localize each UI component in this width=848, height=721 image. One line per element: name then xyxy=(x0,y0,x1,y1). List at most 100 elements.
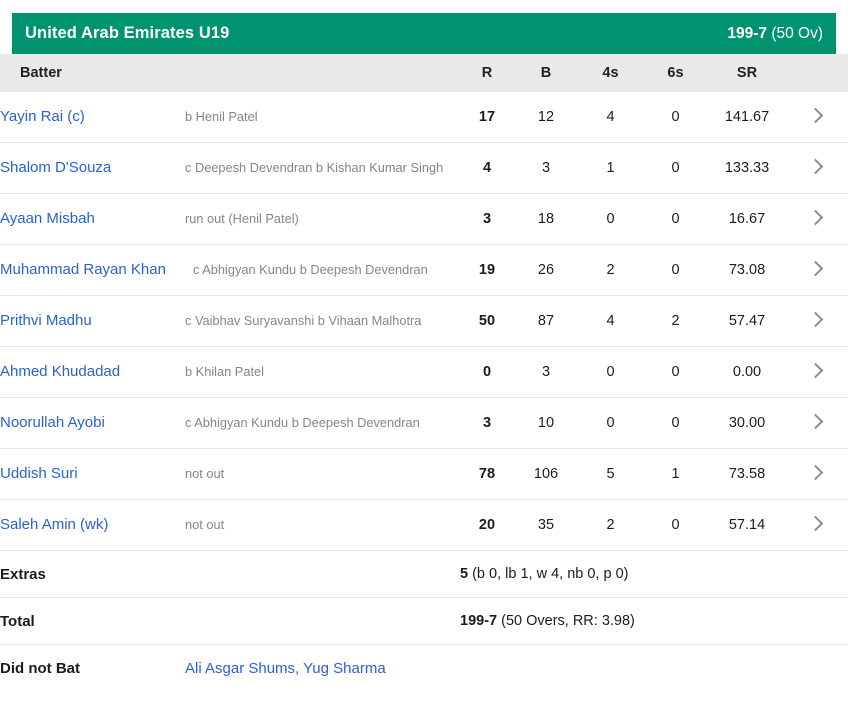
table-row[interactable]: Noorullah Ayobi c Abhigyan Kundu b Deepe… xyxy=(0,397,848,449)
table-row[interactable]: Uddish Suri not out 78 106 5 1 73.58 xyxy=(0,448,848,500)
batting-table: Batter R B 4s 6s SR Yayin Rai (c) b Heni… xyxy=(0,54,848,691)
chevron-right-icon[interactable] xyxy=(786,244,848,296)
column-header-strike-rate: SR xyxy=(708,54,786,92)
dismissal-text: not out xyxy=(185,448,460,500)
table-row[interactable]: Ayaan Misbah run out (Henil Patel) 3 18 … xyxy=(0,193,848,245)
batter-name-link[interactable]: Yayin Rai (c) xyxy=(0,92,185,143)
batter-name-link[interactable]: Ahmed Khudadad xyxy=(0,346,185,398)
batter-balls: 87 xyxy=(514,295,578,347)
dismissal-text: run out (Henil Patel) xyxy=(185,193,460,245)
batter-strike-rate: 73.58 xyxy=(708,448,786,500)
batter-runs: 4 xyxy=(460,142,514,194)
batter-name-link[interactable]: Uddish Suri xyxy=(0,448,185,500)
batter-sixes: 0 xyxy=(643,499,708,551)
batting-scorecard: United Arab Emirates U19 199-7 (50 Ov) B… xyxy=(0,13,848,691)
extras-value: 5 (b 0, lb 1, w 4, nb 0, p 0) xyxy=(460,550,848,598)
batter-runs: 3 xyxy=(460,397,514,449)
batter-runs: 78 xyxy=(460,448,514,500)
batter-fours: 0 xyxy=(578,193,643,245)
batter-name-link[interactable]: Muhammad Rayan Khan xyxy=(0,244,185,296)
extras-label: Extras xyxy=(0,550,460,598)
total-label: Total xyxy=(0,597,460,645)
batter-runs: 19 xyxy=(460,244,514,296)
batter-sixes: 0 xyxy=(643,397,708,449)
batter-balls: 10 xyxy=(514,397,578,449)
did-not-bat-row: Did not Bat Ali Asgar Shums, Yug Sharma xyxy=(0,645,848,692)
team-score: 199-7 (50 Ov) xyxy=(727,25,823,43)
batter-balls: 3 xyxy=(514,142,578,194)
total-overs-rr: (50 Overs, RR: 3.98) xyxy=(497,613,635,629)
batter-sixes: 0 xyxy=(643,142,708,194)
column-header-row: Batter R B 4s 6s SR xyxy=(0,54,848,92)
batter-balls: 35 xyxy=(514,499,578,551)
extras-row: Extras 5 (b 0, lb 1, w 4, nb 0, p 0) xyxy=(0,550,848,598)
batter-strike-rate: 73.08 xyxy=(708,244,786,296)
chevron-right-icon[interactable] xyxy=(786,346,848,398)
batter-name-link[interactable]: Prithvi Madhu xyxy=(0,295,185,347)
chevron-right-icon[interactable] xyxy=(786,193,848,245)
column-header-runs: R xyxy=(460,54,514,92)
column-header-batter: Batter xyxy=(0,54,460,92)
batter-runs: 0 xyxy=(460,346,514,398)
chevron-right-icon[interactable] xyxy=(786,92,848,143)
team-score-overs: (50 Ov) xyxy=(771,24,823,42)
team-name: United Arab Emirates U19 xyxy=(25,24,230,42)
batter-runs: 20 xyxy=(460,499,514,551)
column-header-balls: B xyxy=(514,54,578,92)
batter-runs: 50 xyxy=(460,295,514,347)
column-header-sixes: 6s xyxy=(643,54,708,92)
batter-fours: 1 xyxy=(578,142,643,194)
batter-balls: 18 xyxy=(514,193,578,245)
chevron-right-icon[interactable] xyxy=(786,397,848,449)
team-score-runs: 199-7 xyxy=(727,24,767,42)
table-header: Batter R B 4s 6s SR xyxy=(0,54,848,92)
dismissal-text: c Abhigyan Kundu b Deepesh Devendran xyxy=(185,397,460,449)
extras-breakdown: (b 0, lb 1, w 4, nb 0, p 0) xyxy=(468,566,629,582)
batter-strike-rate: 57.47 xyxy=(708,295,786,347)
table-row[interactable]: Yayin Rai (c) b Henil Patel 17 12 4 0 14… xyxy=(0,92,848,143)
batter-strike-rate: 16.67 xyxy=(708,193,786,245)
batter-sixes: 1 xyxy=(643,448,708,500)
chevron-right-icon[interactable] xyxy=(786,448,848,500)
dismissal-text: not out xyxy=(185,499,460,551)
column-header-spacer xyxy=(786,54,848,92)
table-row[interactable]: Ahmed Khudadad b Khilan Patel 0 3 0 0 0.… xyxy=(0,346,848,398)
chevron-right-icon[interactable] xyxy=(786,499,848,551)
dismissal-text: b Henil Patel xyxy=(185,92,460,143)
batter-sixes: 0 xyxy=(643,92,708,143)
dismissal-text: c Vaibhav Suryavanshi b Vihaan Malhotra xyxy=(185,295,460,347)
table-row[interactable]: Muhammad Rayan Khan c Abhigyan Kundu b D… xyxy=(0,244,848,296)
batter-balls: 106 xyxy=(514,448,578,500)
table-row[interactable]: Saleh Amin (wk) not out 20 35 2 0 57.14 xyxy=(0,499,848,551)
dismissal-text: c Deepesh Devendran b Kishan Kumar Singh xyxy=(185,142,460,194)
table-body: Yayin Rai (c) b Henil Patel 17 12 4 0 14… xyxy=(0,92,848,691)
batter-fours: 2 xyxy=(578,499,643,551)
batter-strike-rate: 0.00 xyxy=(708,346,786,398)
table-row[interactable]: Shalom D'Souza c Deepesh Devendran b Kis… xyxy=(0,142,848,194)
total-value: 199-7 (50 Overs, RR: 3.98) xyxy=(460,597,848,645)
batter-name-link[interactable]: Saleh Amin (wk) xyxy=(0,499,185,551)
did-not-bat-label: Did not Bat xyxy=(0,659,80,677)
batter-strike-rate: 57.14 xyxy=(708,499,786,551)
team-header-bar: United Arab Emirates U19 199-7 (50 Ov) xyxy=(12,13,836,54)
column-header-fours: 4s xyxy=(578,54,643,92)
batter-strike-rate: 30.00 xyxy=(708,397,786,449)
batter-name-link[interactable]: Noorullah Ayobi xyxy=(0,397,185,449)
batter-sixes: 2 xyxy=(643,295,708,347)
total-row: Total 199-7 (50 Overs, RR: 3.98) xyxy=(0,597,848,645)
dismissal-text: b Khilan Patel xyxy=(185,346,460,398)
did-not-bat-players[interactable]: Ali Asgar Shums, Yug Sharma xyxy=(185,659,386,677)
batter-fours: 0 xyxy=(578,346,643,398)
extras-total: 5 xyxy=(460,566,469,582)
batter-fours: 5 xyxy=(578,448,643,500)
batter-name-link[interactable]: Shalom D'Souza xyxy=(0,142,185,194)
dismissal-text: c Abhigyan Kundu b Deepesh Devendran xyxy=(185,244,460,296)
batter-fours: 4 xyxy=(578,295,643,347)
table-row[interactable]: Prithvi Madhu c Vaibhav Suryavanshi b Vi… xyxy=(0,295,848,347)
batter-fours: 0 xyxy=(578,397,643,449)
batter-sixes: 0 xyxy=(643,244,708,296)
batter-name-link[interactable]: Ayaan Misbah xyxy=(0,193,185,245)
batter-balls: 26 xyxy=(514,244,578,296)
chevron-right-icon[interactable] xyxy=(786,142,848,194)
chevron-right-icon[interactable] xyxy=(786,295,848,347)
